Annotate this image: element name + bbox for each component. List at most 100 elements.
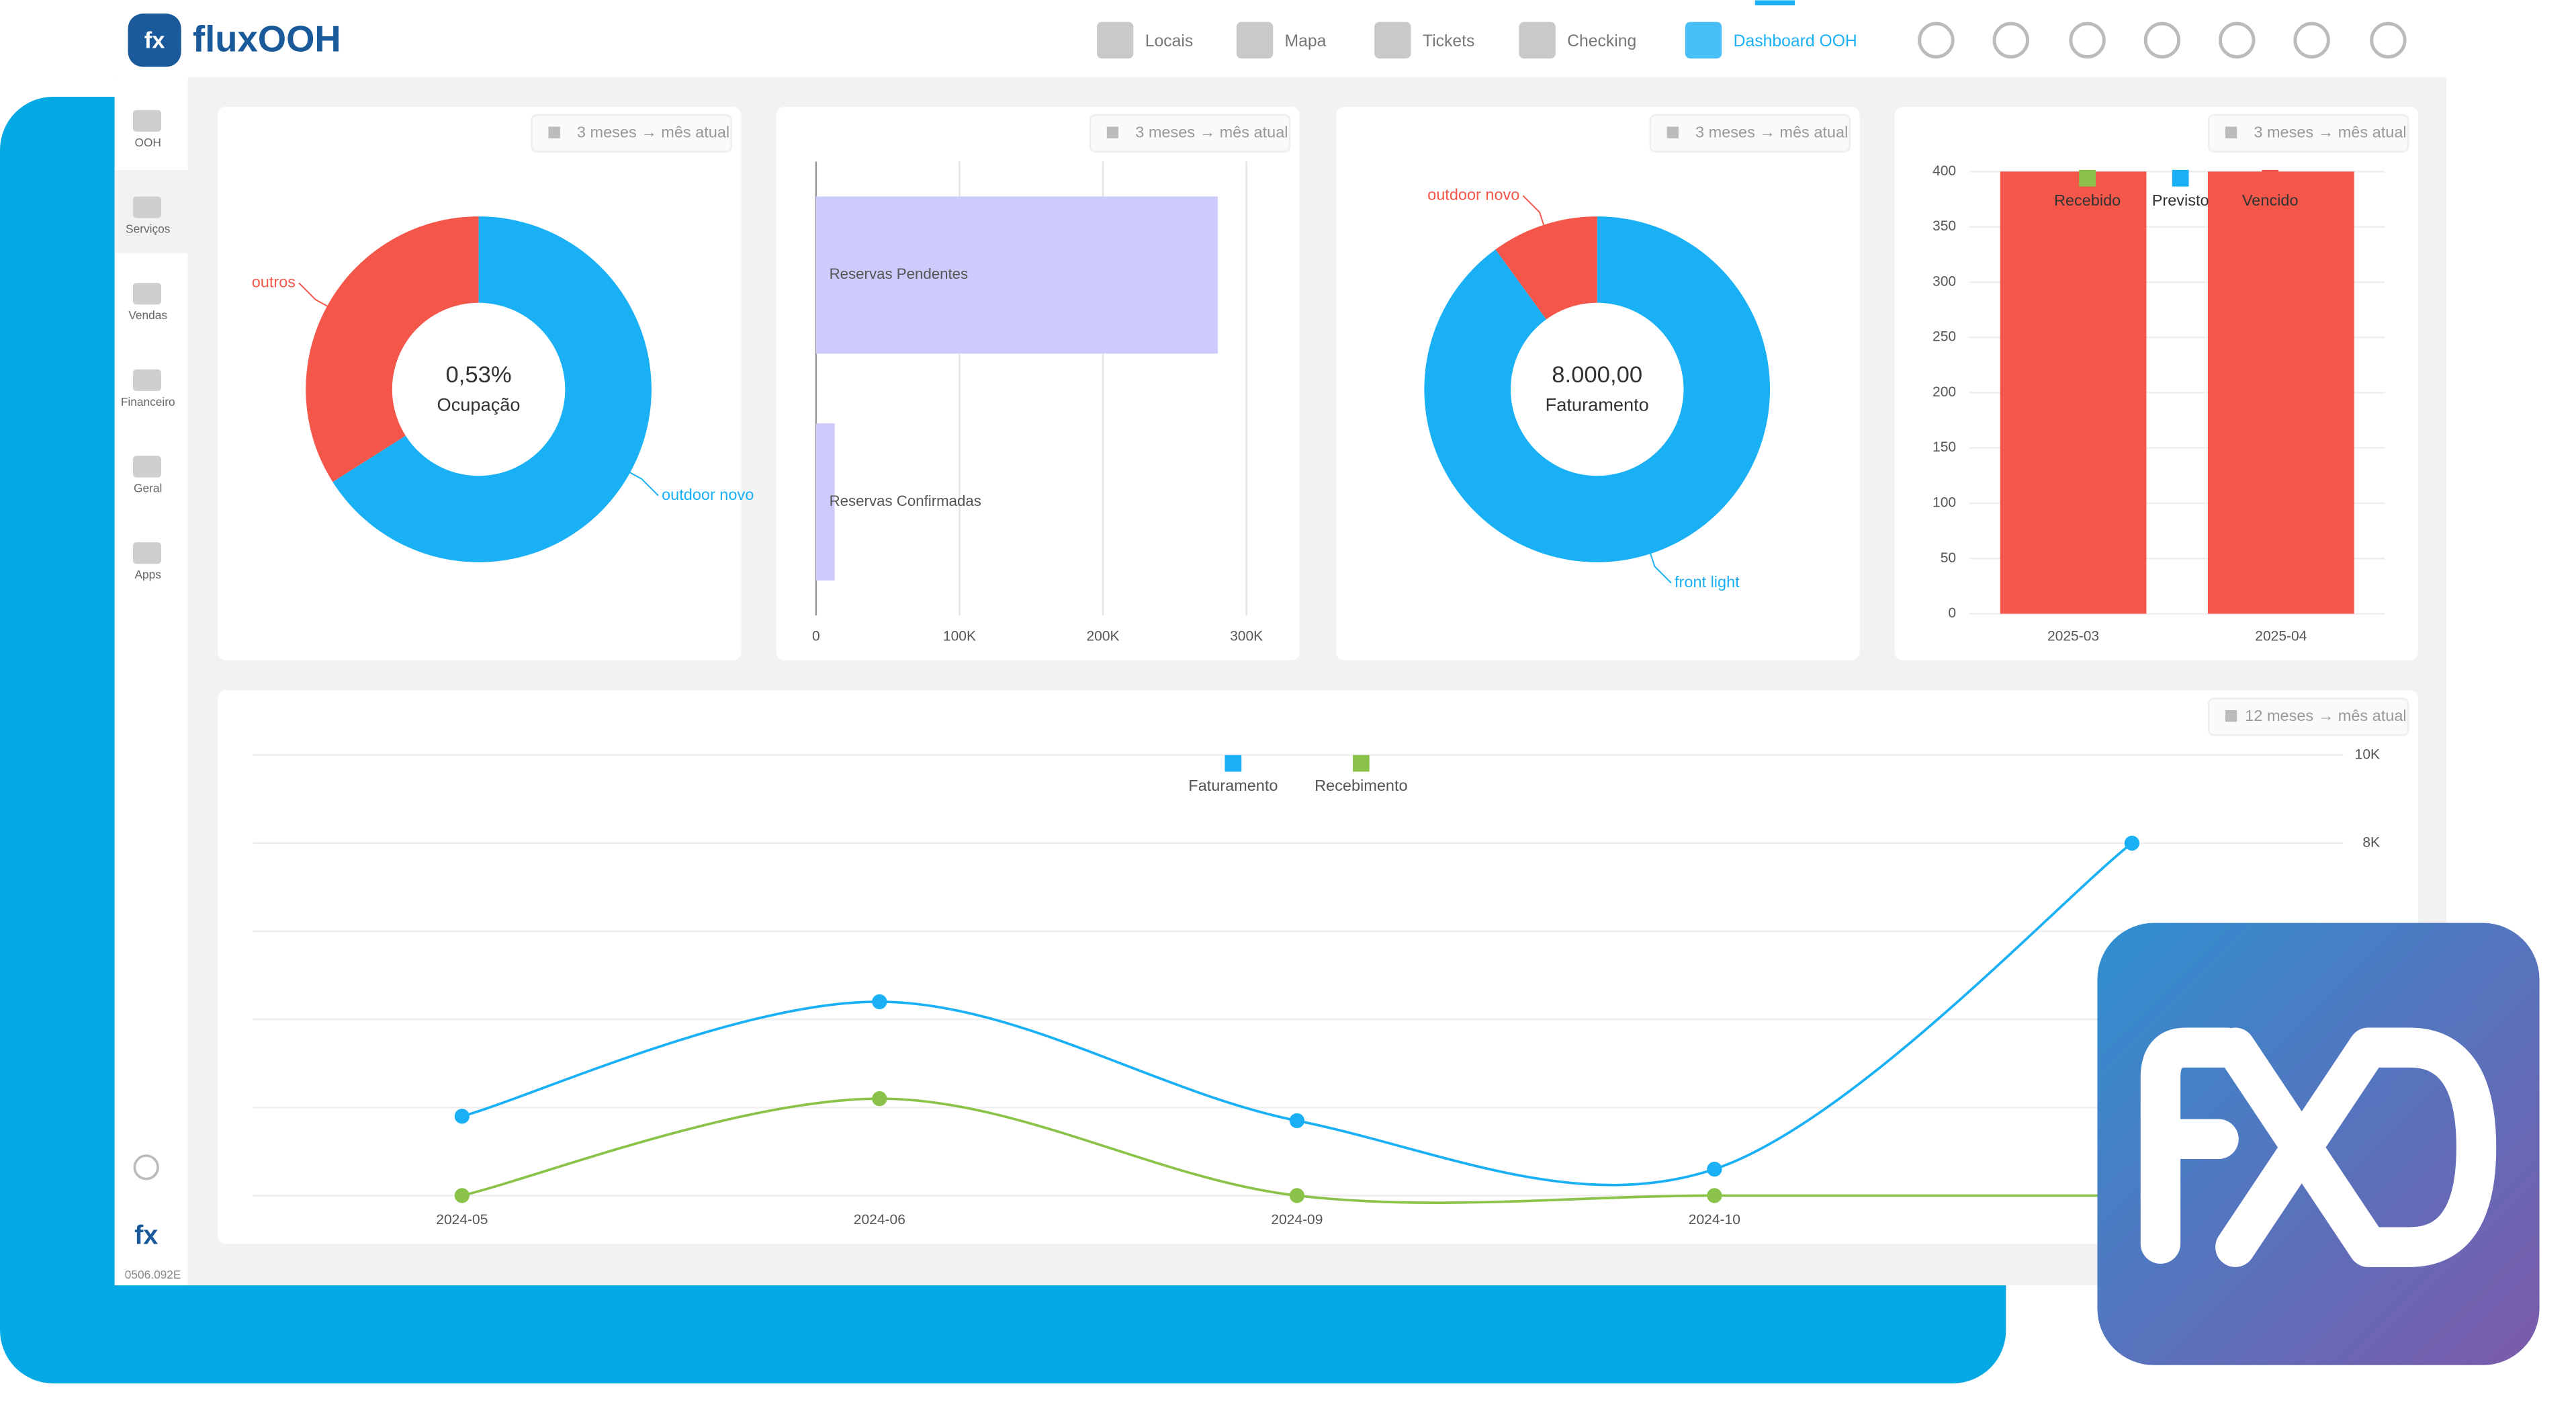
nav-item[interactable]: Locais (1145, 32, 1194, 50)
bar-label: Reservas Pendentes (830, 265, 969, 282)
sidebar-item: Serviços (126, 222, 171, 236)
leader-line (1522, 195, 1545, 226)
sidebar-icon (132, 110, 161, 132)
x-tick-label: 2024-10 (1689, 1212, 1740, 1228)
help-icon (133, 1154, 159, 1180)
toolbar-icon[interactable] (2143, 22, 2181, 59)
leader-line (629, 472, 659, 497)
period-chip (1649, 114, 1851, 153)
sidebar-item: Financeiro (121, 395, 175, 409)
x-tick-label: 300K (1230, 629, 1263, 644)
slice-label: outdoor novo (1427, 185, 1519, 203)
sidebar-item: Geral (134, 481, 162, 495)
slice-label: outros (252, 273, 296, 290)
point (454, 1188, 470, 1203)
legend-swatch (2079, 169, 2096, 187)
legend-swatch (1352, 755, 1370, 772)
point (1707, 1188, 1722, 1203)
toolbar-icon[interactable] (2370, 22, 2407, 59)
bar (2207, 171, 2354, 614)
legend-swatch (1225, 755, 1242, 772)
donut-hole (392, 302, 566, 476)
period-filter: 3 meses → mês atual (2254, 124, 2406, 141)
sidebar-icon (132, 542, 161, 564)
center-label: Ocupação (437, 394, 521, 415)
y-tick-label: 350 (1933, 218, 1956, 234)
period-chip (2207, 697, 2409, 736)
point (1707, 1161, 1722, 1177)
point (454, 1109, 470, 1124)
legend-label: Faturamento (1188, 777, 1278, 794)
leader-line (298, 282, 328, 307)
y-tick-label: 50 (1941, 550, 1956, 566)
point (872, 994, 887, 1010)
toolbar-icon[interactable] (1918, 22, 1955, 59)
period-chip (1089, 114, 1291, 153)
toolbar-icon[interactable] (2293, 22, 2330, 59)
nav-item[interactable]: Checking (1567, 32, 1636, 50)
y-tick-label: 300 (1933, 273, 1956, 289)
y-tick-label: 250 (1933, 329, 1956, 345)
nav-icon (1236, 22, 1274, 59)
bar (815, 196, 1218, 354)
sidebar-icon (132, 283, 161, 305)
legend-label: Recebido (2054, 191, 2121, 209)
calendar-icon (1667, 126, 1679, 138)
calendar-icon (1106, 126, 1119, 138)
nav-icon (1096, 22, 1134, 59)
x-tick-label: 2025-03 (2047, 629, 2099, 644)
nav-item[interactable]: Dashboard OOH (1734, 32, 1857, 50)
nav-item[interactable]: Tickets (1423, 32, 1474, 50)
bar (815, 423, 835, 581)
logo-text: fluxOOH (193, 19, 341, 60)
x-tick-label: 0 (812, 629, 820, 644)
card (218, 690, 2418, 1244)
sidebar-item: Apps (134, 568, 161, 581)
period-chip (2207, 114, 2409, 153)
y-tick-label: 10K (2355, 746, 2380, 762)
toolbar-icon[interactable] (2219, 22, 2256, 59)
sidebar-icon (132, 456, 161, 478)
slice-label: front light (1675, 573, 1740, 591)
leader-line (1650, 553, 1672, 584)
toolbar-icon[interactable] (2069, 22, 2106, 59)
x-tick-label: 2025-04 (2255, 629, 2307, 644)
point (2124, 835, 2140, 851)
series-line (461, 842, 2133, 1187)
active-indicator (1755, 0, 1795, 5)
y-tick-label: 0 (1948, 605, 1956, 621)
period-filter: 3 meses → mês atual (577, 124, 729, 141)
period-filter: 3 meses → mês atual (1135, 124, 1288, 141)
toolbar-icon[interactable] (1992, 22, 2029, 59)
nav-icon (1519, 22, 1556, 59)
bar-label: Reservas Confirmadas (830, 492, 981, 509)
sidebar-item: Vendas (128, 308, 167, 322)
badge-glyph (2140, 1027, 2497, 1267)
calendar-icon (2225, 126, 2237, 138)
period-chip (531, 114, 732, 153)
x-tick-label: 2024-05 (436, 1212, 488, 1228)
top-nav (114, 0, 2447, 77)
legend-label: Vencido (2242, 191, 2299, 209)
brand-badge (2097, 922, 2540, 1365)
y-tick-label: 8K (2362, 834, 2380, 850)
bar (2000, 171, 2147, 614)
pie-slice (332, 216, 652, 562)
legend-swatch (2262, 169, 2279, 187)
pie-slice (306, 216, 479, 482)
x-tick-label: 2024-06 (854, 1212, 905, 1228)
legend-label: Recebimento (1315, 777, 1407, 794)
nav-item[interactable]: Mapa (1285, 32, 1327, 50)
pie-slice (1424, 216, 1771, 562)
logo-mark: fx (144, 28, 165, 53)
nav-icon (1374, 22, 1411, 59)
card (776, 106, 1300, 660)
x-tick-label: 200K (1086, 629, 1119, 644)
center-value: 8.000,00 (1552, 362, 1642, 388)
logo-icon (128, 13, 181, 67)
version: 0506.092E (125, 1268, 181, 1281)
donut-hole (1511, 302, 1684, 476)
period-filter: 12 meses → mês atual (2245, 707, 2406, 724)
center-value: 0,53% (445, 362, 511, 388)
